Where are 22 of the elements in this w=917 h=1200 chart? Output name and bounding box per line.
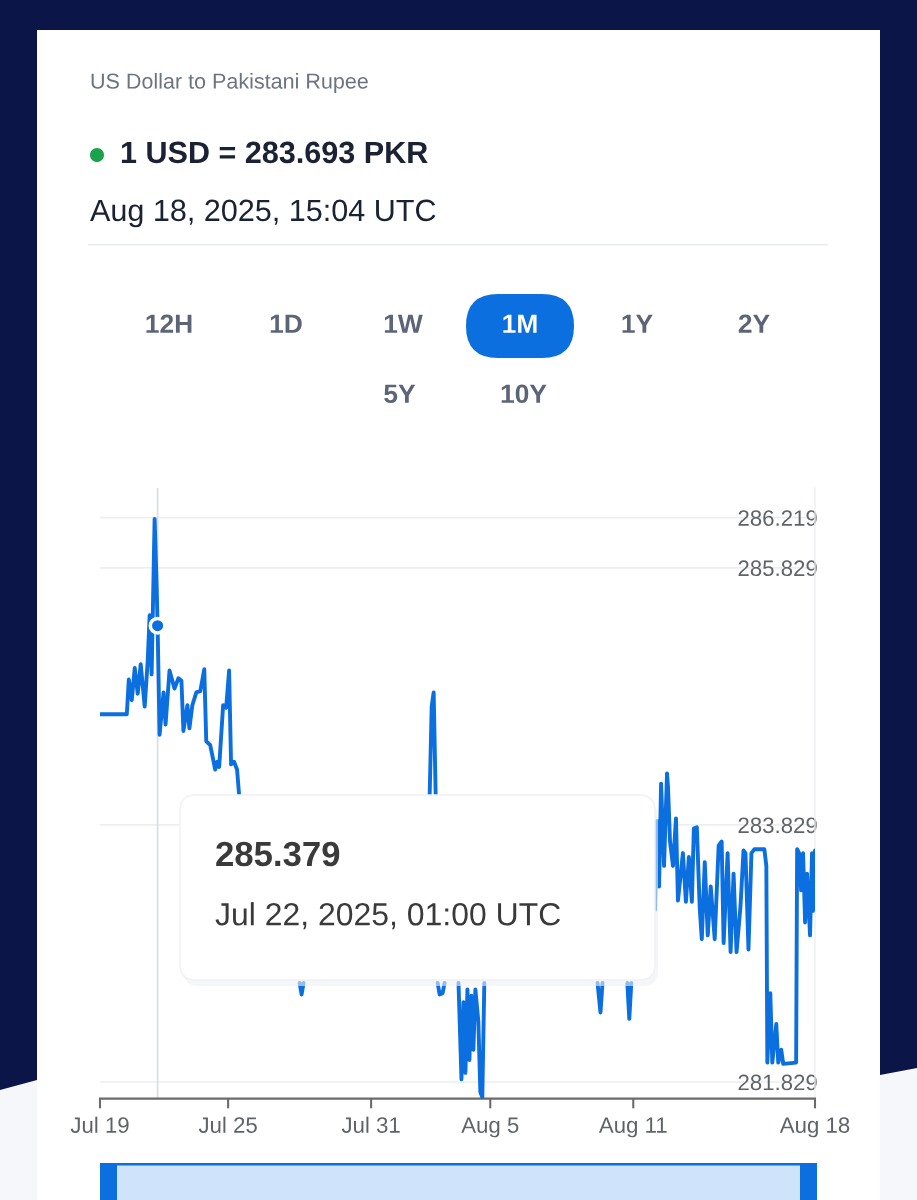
y-tick-label: 281.829 — [738, 1074, 817, 1091]
y-tick-label: 283.829 — [738, 817, 817, 834]
x-tick-label: Jul 25 — [198, 1116, 257, 1133]
text: 1Y — [622, 314, 653, 333]
x-tick-label: Aug 11 — [598, 1117, 667, 1138]
x-tick-label: Aug 5 — [461, 1117, 519, 1138]
text: 1W — [384, 314, 423, 333]
x-tick-label: Jul 31 — [341, 1116, 400, 1133]
text: 1M — [503, 314, 537, 333]
text: Aug 18, 2025, 15:04 UTC — [90, 199, 436, 228]
y-tick-label: 285.829 — [738, 560, 817, 577]
text: 12H — [146, 314, 192, 333]
x-tick-label: Jul 19 — [70, 1116, 129, 1133]
text: 1D — [270, 314, 302, 333]
x-tick-label: Aug 18 — [779, 1117, 850, 1138]
annotation: 285.379 Jul 22, 2025, 01:00 UTC — [215, 841, 561, 930]
chart-subtitle: 1 USD = 283.693 PKR — [121, 141, 428, 164]
y-tick-label: 286.219 — [738, 510, 817, 526]
text: 10Y — [501, 384, 547, 404]
chart-title: US Dollar to Pakistani Rupee — [91, 72, 368, 94]
text: 5Y — [384, 384, 416, 404]
text: 2Y — [738, 314, 770, 333]
